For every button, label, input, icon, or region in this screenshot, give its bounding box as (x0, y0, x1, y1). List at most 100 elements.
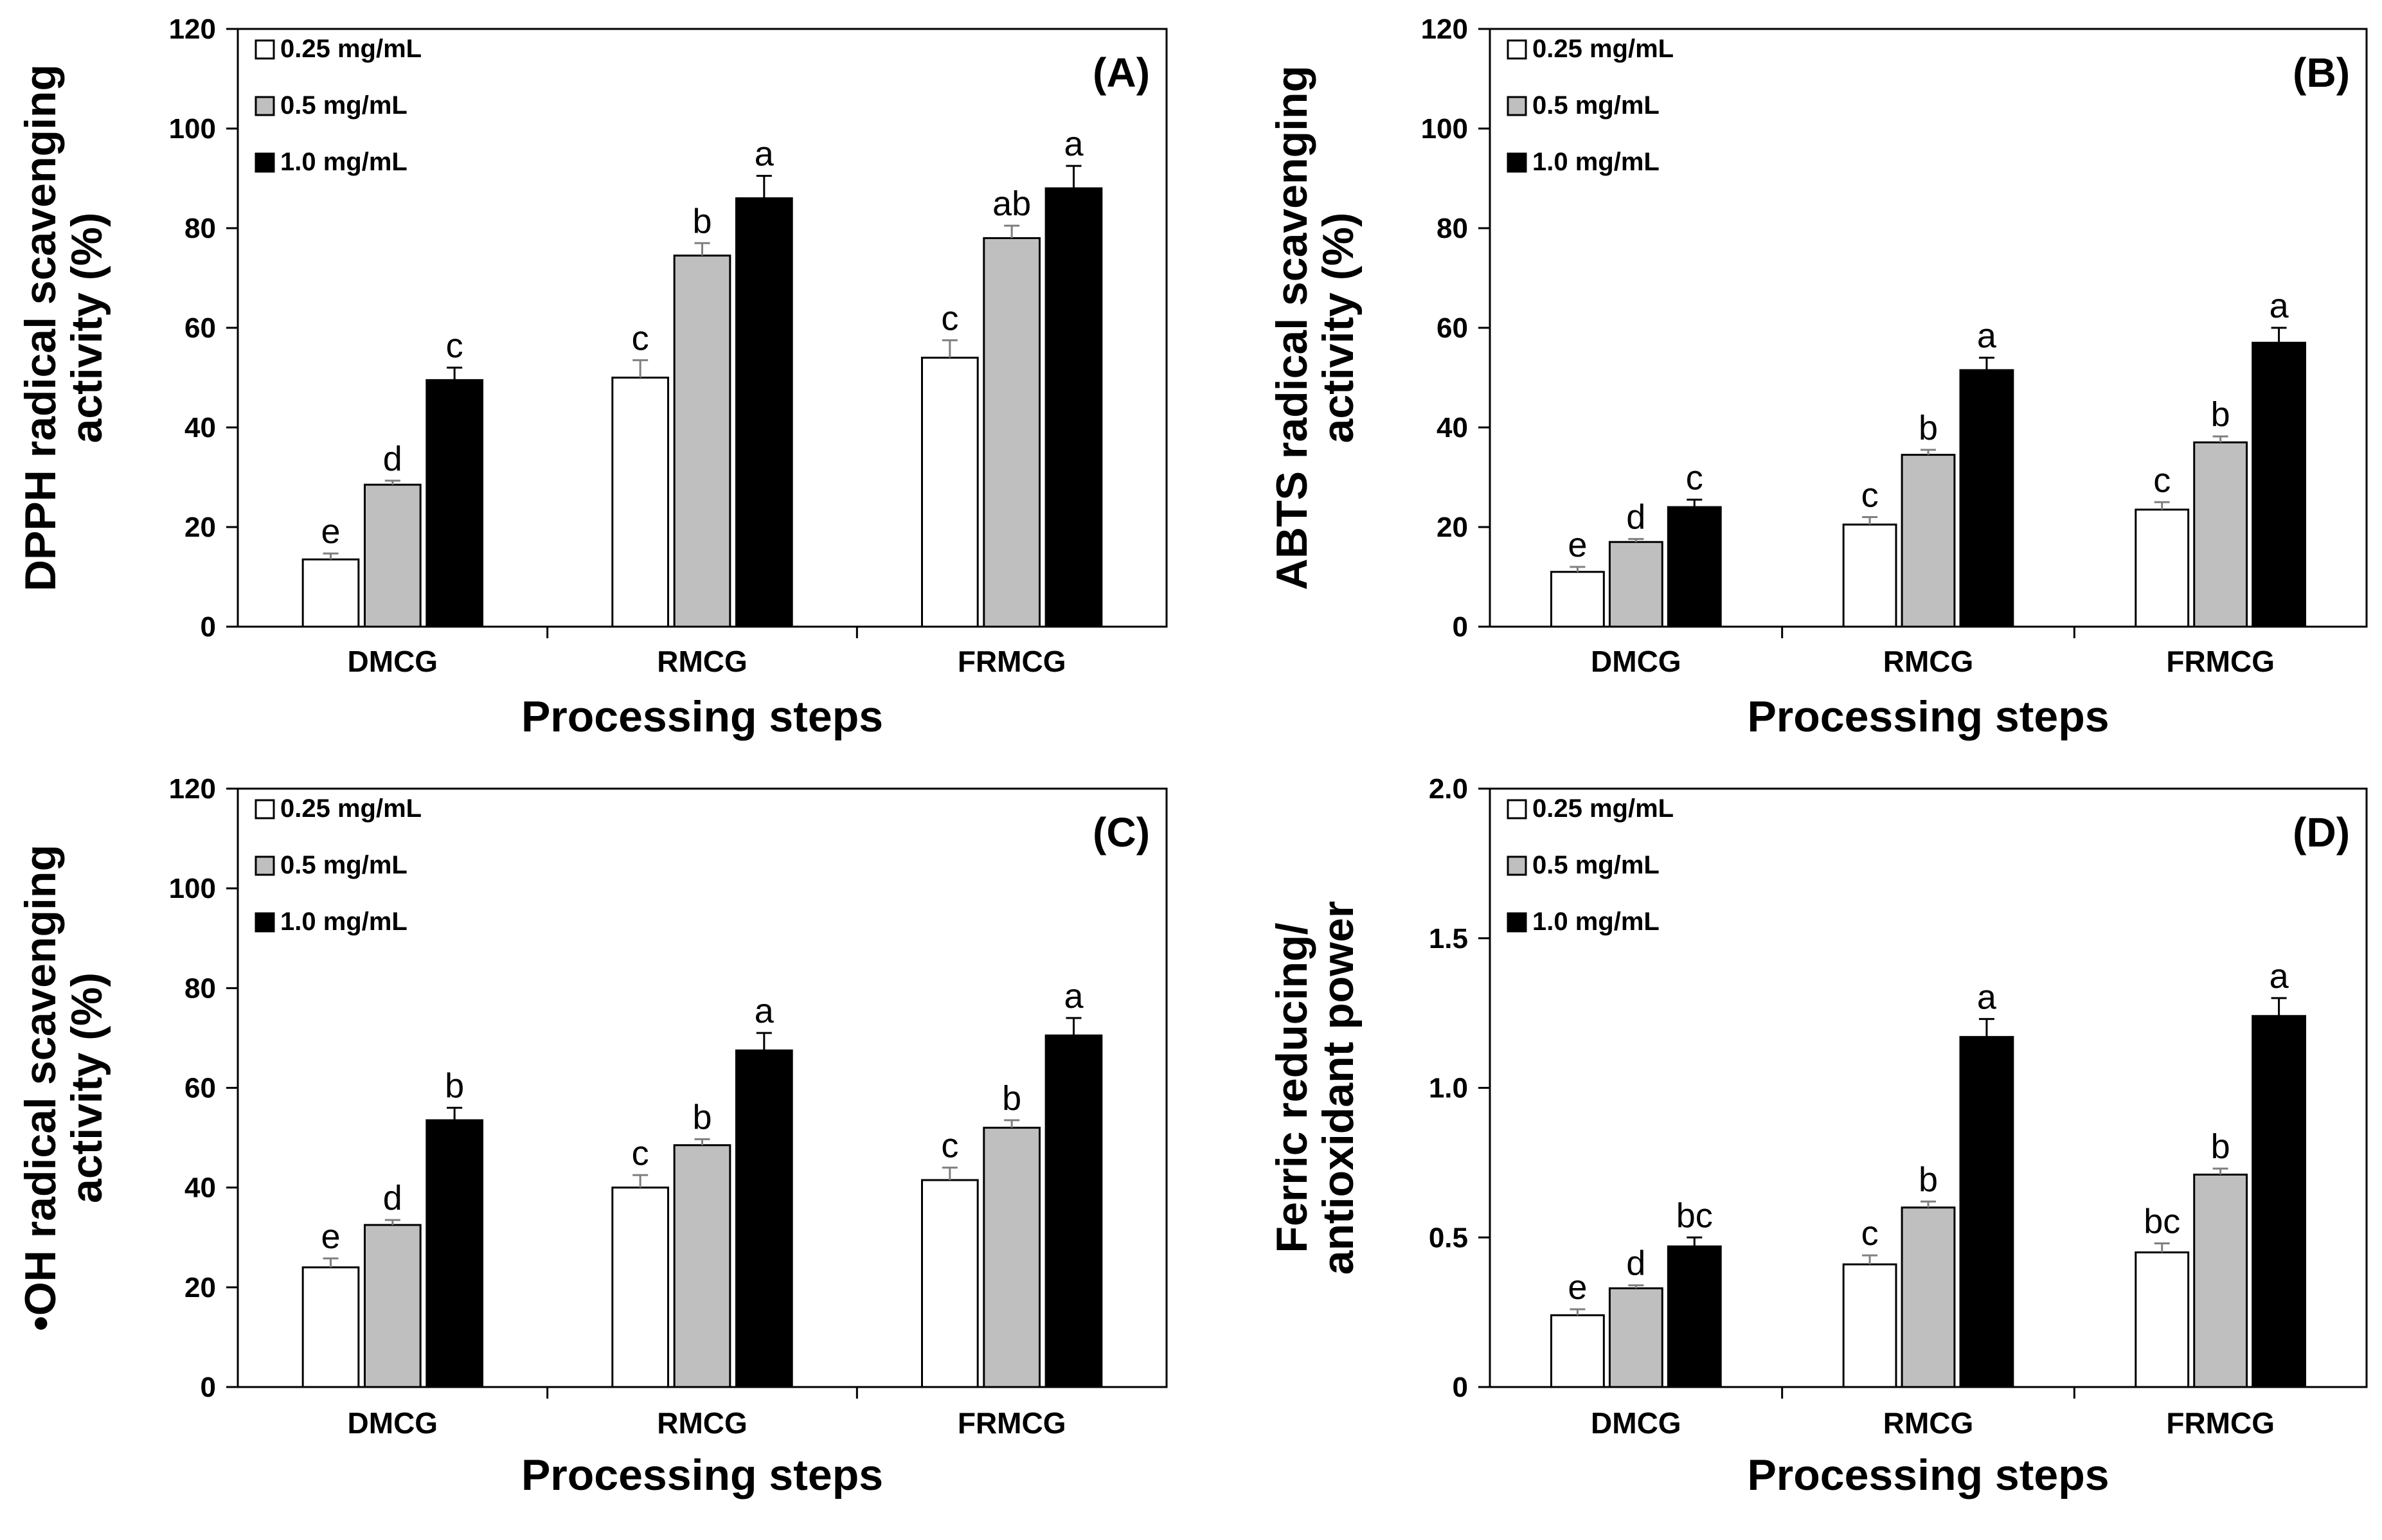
legend-swatch (1507, 152, 1527, 173)
y-tick-label: 2.0 (1429, 773, 1468, 805)
legend-entry: 1.0 mg/mL (280, 148, 407, 176)
y-tick-label: 0 (1453, 611, 1468, 643)
y-axis-label: •OH radical scavenging (16, 845, 65, 1331)
legend-entry: 0.5 mg/mL (280, 91, 407, 120)
legend-swatch (1507, 912, 1527, 933)
y-tick-label: 120 (169, 13, 216, 45)
significance-label: c (2153, 461, 2171, 499)
significance-label: d (383, 1179, 402, 1217)
bar (425, 1119, 484, 1388)
bar (1901, 454, 1956, 628)
bar (2135, 1251, 2190, 1388)
y-tick-label: 20 (184, 512, 216, 543)
legend-swatch (1507, 39, 1527, 60)
bar (1550, 571, 1605, 628)
significance-label: e (321, 1217, 340, 1256)
significance-label: bc (2144, 1203, 2180, 1241)
legend-swatch (255, 39, 275, 60)
significance-label: c (941, 299, 958, 337)
legend-entry: 1.0 mg/mL (280, 908, 407, 936)
legend-swatch (1507, 96, 1527, 116)
legend-entry: 1.0 mg/mL (1532, 908, 1660, 936)
category-label: RMCG (1883, 1406, 1974, 1440)
legend-entry: 1.0 mg/mL (1532, 148, 1660, 176)
bar (1044, 1034, 1103, 1388)
y-tick-label: 100 (169, 113, 216, 145)
y-tick-label: 60 (184, 312, 216, 344)
legend-swatch (255, 912, 275, 933)
significance-label: c (1686, 458, 1703, 497)
significance-label: a (2270, 957, 2289, 996)
legend-swatch (255, 96, 275, 116)
bar (1608, 541, 1663, 628)
significance-label: c (941, 1127, 958, 1165)
significance-label: b (692, 1098, 712, 1136)
legend-swatch (255, 152, 275, 173)
y-tick-label: 20 (1437, 512, 1468, 543)
bar (1667, 1245, 1722, 1388)
bar (425, 379, 484, 628)
bar (2193, 1173, 2248, 1388)
bar (1044, 187, 1103, 628)
legend-entry: 0.25 mg/mL (280, 794, 422, 823)
y-tick-label: 1.5 (1429, 923, 1468, 954)
significance-label: e (1568, 526, 1587, 564)
significance-label: c (1861, 476, 1879, 515)
significance-label: b (2211, 395, 2230, 434)
significance-label: a (1977, 317, 1997, 355)
y-tick-label: 20 (184, 1272, 216, 1303)
bar (301, 558, 360, 628)
significance-label: d (383, 440, 402, 478)
bar (2135, 508, 2190, 628)
significance-label: ab (992, 184, 1031, 223)
legend-swatch (1507, 799, 1527, 819)
bar (611, 377, 670, 628)
legend-entry: 0.25 mg/mL (280, 35, 422, 63)
bar (1959, 1035, 2014, 1388)
category-label: RMCG (1883, 645, 1974, 678)
bar (983, 1127, 1041, 1388)
category-label: RMCG (657, 645, 748, 678)
category-label: FRMCG (2166, 1406, 2275, 1440)
category-label: FRMCG (958, 1406, 1066, 1440)
bar (983, 237, 1041, 628)
y-tick-label: 100 (169, 873, 216, 904)
significance-label: e (1568, 1268, 1587, 1307)
x-axis-label: Processing steps (1747, 1451, 2109, 1500)
y-tick-label: 120 (1421, 13, 1468, 45)
panel-label: (B) (2293, 49, 2350, 96)
bar (673, 255, 731, 628)
significance-label: c (632, 1134, 649, 1172)
significance-label: a (2270, 287, 2289, 325)
y-tick-label: 40 (184, 1172, 216, 1204)
significance-label: a (1977, 978, 1997, 1016)
y-tick-label: 100 (1421, 113, 1468, 145)
panel-3: 0 20 40 60 80 100 120 DMCG e d b RMCG c b a FRMCG c b a 0.2… (16, 773, 1168, 1500)
legend-entry: 0.25 mg/mL (1532, 35, 1674, 63)
bar (301, 1266, 360, 1388)
significance-label: bc (1676, 1196, 1713, 1235)
significance-label: a (1064, 125, 1084, 163)
y-tick-label: 80 (184, 213, 216, 244)
category-label: DMCG (348, 645, 438, 678)
y-axis-label: activity (%) (62, 213, 111, 443)
legend-entry: 0.5 mg/mL (280, 851, 407, 879)
significance-label: b (445, 1067, 464, 1106)
y-axis-label: ABTS radical scavenging (1267, 66, 1316, 590)
significance-label: d (1626, 498, 1645, 537)
bar (1959, 369, 2014, 628)
bar (673, 1144, 731, 1388)
significance-label: b (2211, 1127, 2230, 1166)
y-tick-label: 0.5 (1429, 1222, 1468, 1253)
significance-label: e (321, 512, 340, 551)
y-axis-label: activity (%) (62, 972, 111, 1203)
significance-label: a (1064, 977, 1084, 1016)
x-axis-label: Processing steps (1747, 692, 2109, 741)
x-axis-label: Processing steps (521, 692, 883, 741)
significance-label: c (446, 327, 463, 365)
category-label: FRMCG (958, 645, 1066, 678)
category-label: DMCG (1591, 645, 1681, 678)
significance-label: b (692, 202, 712, 240)
bar (735, 197, 793, 628)
